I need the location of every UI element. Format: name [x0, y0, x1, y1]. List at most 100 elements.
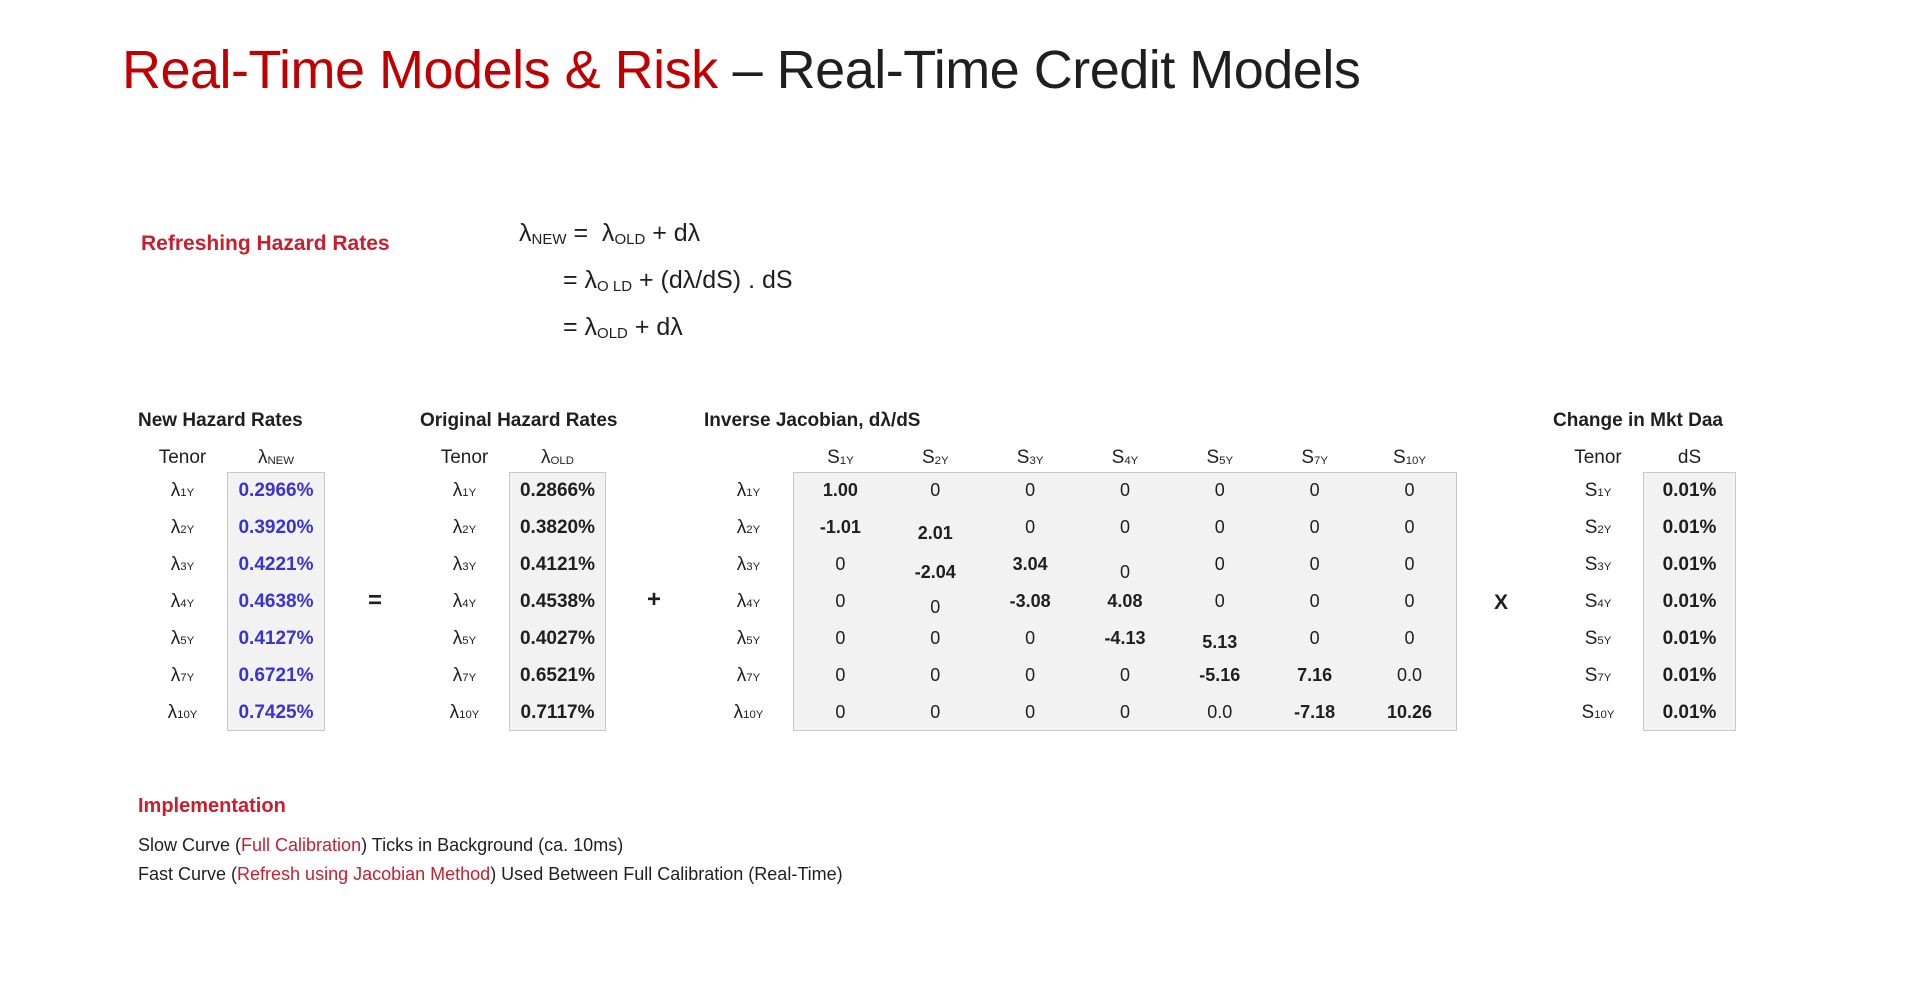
implementation-line: Slow Curve (Full Calibration) Ticks in B…	[138, 831, 843, 860]
formula-line: = λO LD + (dλ/dS) . dS	[563, 266, 793, 296]
formula-line: λNEW = λOLD + dλ	[519, 219, 701, 249]
jacobian-cell: 2.01	[917, 523, 953, 543]
new-hazard-row-label: λ 4Y	[170, 590, 195, 612]
jacobian-col-header: S 7Y	[1301, 447, 1328, 468]
mkt-change-value: 0.01%	[1662, 590, 1717, 612]
mkt-change-row-label: S 7Y	[1584, 664, 1612, 686]
jacobian-cell: 0	[835, 628, 846, 648]
jacobian-cell: 0	[930, 628, 941, 648]
original-hazard-row-label: λ 2Y	[452, 516, 477, 538]
new-hazard-title: New Hazard Rates	[138, 410, 303, 431]
mkt-change-row-label: S 1Y	[1584, 479, 1612, 501]
jacobian-cell: 0	[1119, 702, 1130, 722]
implementation-heading: Implementation	[138, 795, 286, 817]
jacobian-valuebox	[793, 472, 1457, 731]
original-hazard-row-label: λ 1Y	[452, 479, 477, 501]
original-hazard-row-label: λ 7Y	[452, 664, 477, 686]
original-hazard-value: 0.4121%	[519, 553, 595, 575]
original-hazard-table: Original Hazard Rates Tenor λ OLD λ 1Y 0.28…	[420, 410, 617, 731]
refreshing-hazard-rates-label: Refreshing Hazard Rates	[141, 232, 390, 255]
implementation-highlight: Full Calibration	[241, 835, 362, 855]
mkt-change-row-label: S 4Y	[1584, 590, 1612, 612]
jacobian-row-label: λ 4Y	[736, 590, 761, 612]
mkt-change-value: 0.01%	[1662, 664, 1717, 686]
jacobian-table: Inverse Jacobian, dλ/dS S 1Y S 2Y S 3Y S 4Y S 5Y S…	[704, 410, 1457, 731]
original-hazard-value: 0.3820%	[519, 516, 595, 538]
jacobian-cell: 0	[1309, 591, 1320, 611]
jacobian-cell: 0	[835, 591, 846, 611]
jacobian-cell: 7.16	[1297, 665, 1333, 685]
jacobian-cell: 0	[1025, 517, 1036, 537]
mkt-change-col-ds: dS	[1677, 447, 1702, 468]
mkt-change-row-label: S 2Y	[1584, 516, 1612, 538]
jacobian-cell: 0	[1404, 517, 1415, 537]
mkt-change-valuebox	[1643, 472, 1736, 731]
new-hazard-value: 0.4638%	[238, 590, 314, 612]
implementation-lines: Slow Curve (Full Calibration) Ticks in B…	[138, 831, 843, 889]
new-hazard-col-tenor: Tenor	[158, 447, 207, 468]
jacobian-cell: 0	[930, 665, 941, 685]
implementation-line: Fast Curve (Refresh using Jacobian Metho…	[138, 860, 843, 889]
new-hazard-value: 0.2966%	[238, 479, 314, 501]
mkt-change-value: 0.01%	[1662, 479, 1717, 501]
jacobian-cell: 0	[1214, 517, 1225, 537]
jacobian-cell: 0	[1309, 480, 1320, 500]
jacobian-cell: -4.13	[1104, 628, 1146, 648]
jacobian-cell: -3.08	[1009, 591, 1051, 611]
jacobian-cell: 0	[1404, 628, 1415, 648]
implementation-text: ) Ticks in Background (ca. 10ms)	[361, 835, 624, 855]
jacobian-cell: 0	[1214, 591, 1225, 611]
jacobian-cell: -7.18	[1294, 702, 1336, 722]
jacobian-cell: 0	[1404, 591, 1415, 611]
slide-title-accent: Real-Time Models & Risk	[122, 40, 718, 100]
jacobian-cell: 0	[1119, 480, 1130, 500]
original-hazard-row-label: λ 3Y	[452, 553, 477, 575]
jacobian-col-header: S 4Y	[1111, 447, 1139, 468]
jacobian-col-header: S 5Y	[1206, 447, 1234, 468]
jacobian-row-label: λ 10Y	[733, 701, 764, 723]
mkt-change-value: 0.01%	[1662, 516, 1717, 538]
jacobian-cell: 0	[1214, 480, 1225, 500]
plus-operator: +	[646, 586, 661, 613]
jacobian-cell: 0	[835, 665, 846, 685]
implementation-section: Implementation Slow Curve (Full Calibrat…	[138, 795, 843, 889]
jacobian-cell: -2.04	[914, 562, 956, 582]
jacobian-cell: 0	[1025, 665, 1036, 685]
original-hazard-valuebox	[509, 472, 606, 731]
equals-operator: =	[367, 587, 382, 614]
original-hazard-value: 0.6521%	[519, 664, 595, 686]
formula-line: = λOLD + dλ	[563, 313, 683, 343]
jacobian-cell: 0	[1025, 702, 1036, 722]
original-hazard-col-tenor: Tenor	[440, 447, 489, 468]
jacobian-cell: 0	[1404, 480, 1415, 500]
jacobian-cell: -1.01	[819, 517, 861, 537]
new-hazard-value: 0.7425%	[238, 701, 314, 723]
mkt-change-value: 0.01%	[1662, 553, 1717, 575]
original-hazard-row-label: λ 5Y	[452, 627, 477, 649]
jacobian-cell: 3.04	[1012, 554, 1048, 574]
jacobian-cell: 0	[1404, 554, 1415, 574]
jacobian-cell: 0	[930, 597, 941, 617]
jacobian-col-header: S 2Y	[921, 447, 949, 468]
jacobian-row-label: λ 2Y	[736, 516, 761, 538]
jacobian-corner	[704, 444, 793, 472]
new-hazard-row-label: λ 5Y	[170, 627, 195, 649]
jacobian-cell: 0	[1309, 517, 1320, 537]
jacobian-cell: 5.13	[1202, 632, 1238, 652]
jacobian-cell: 0	[930, 702, 941, 722]
jacobian-cell: 0	[1214, 554, 1225, 574]
original-hazard-value: 0.4027%	[519, 627, 595, 649]
jacobian-row-label: λ 7Y	[736, 664, 761, 686]
new-hazard-table: New Hazard Rates Tenor λ NEW λ 1Y 0.2966% λ 2…	[138, 410, 325, 731]
original-hazard-title: Original Hazard Rates	[420, 410, 618, 431]
implementation-text: Fast Curve (	[138, 864, 238, 884]
multiply-operator: X	[1493, 591, 1508, 614]
slide-title-rest: – Real-Time Credit Models	[732, 40, 1361, 100]
jacobian-col-header: S 10Y	[1393, 447, 1426, 468]
new-hazard-value: 0.4127%	[238, 627, 314, 649]
new-hazard-row-label: λ 10Y	[167, 701, 198, 723]
jacobian-cell: 0	[1119, 517, 1130, 537]
jacobian-cell: 0	[1025, 628, 1036, 648]
new-hazard-value: 0.3920%	[238, 516, 314, 538]
mkt-change-row-label: S 10Y	[1581, 701, 1615, 723]
